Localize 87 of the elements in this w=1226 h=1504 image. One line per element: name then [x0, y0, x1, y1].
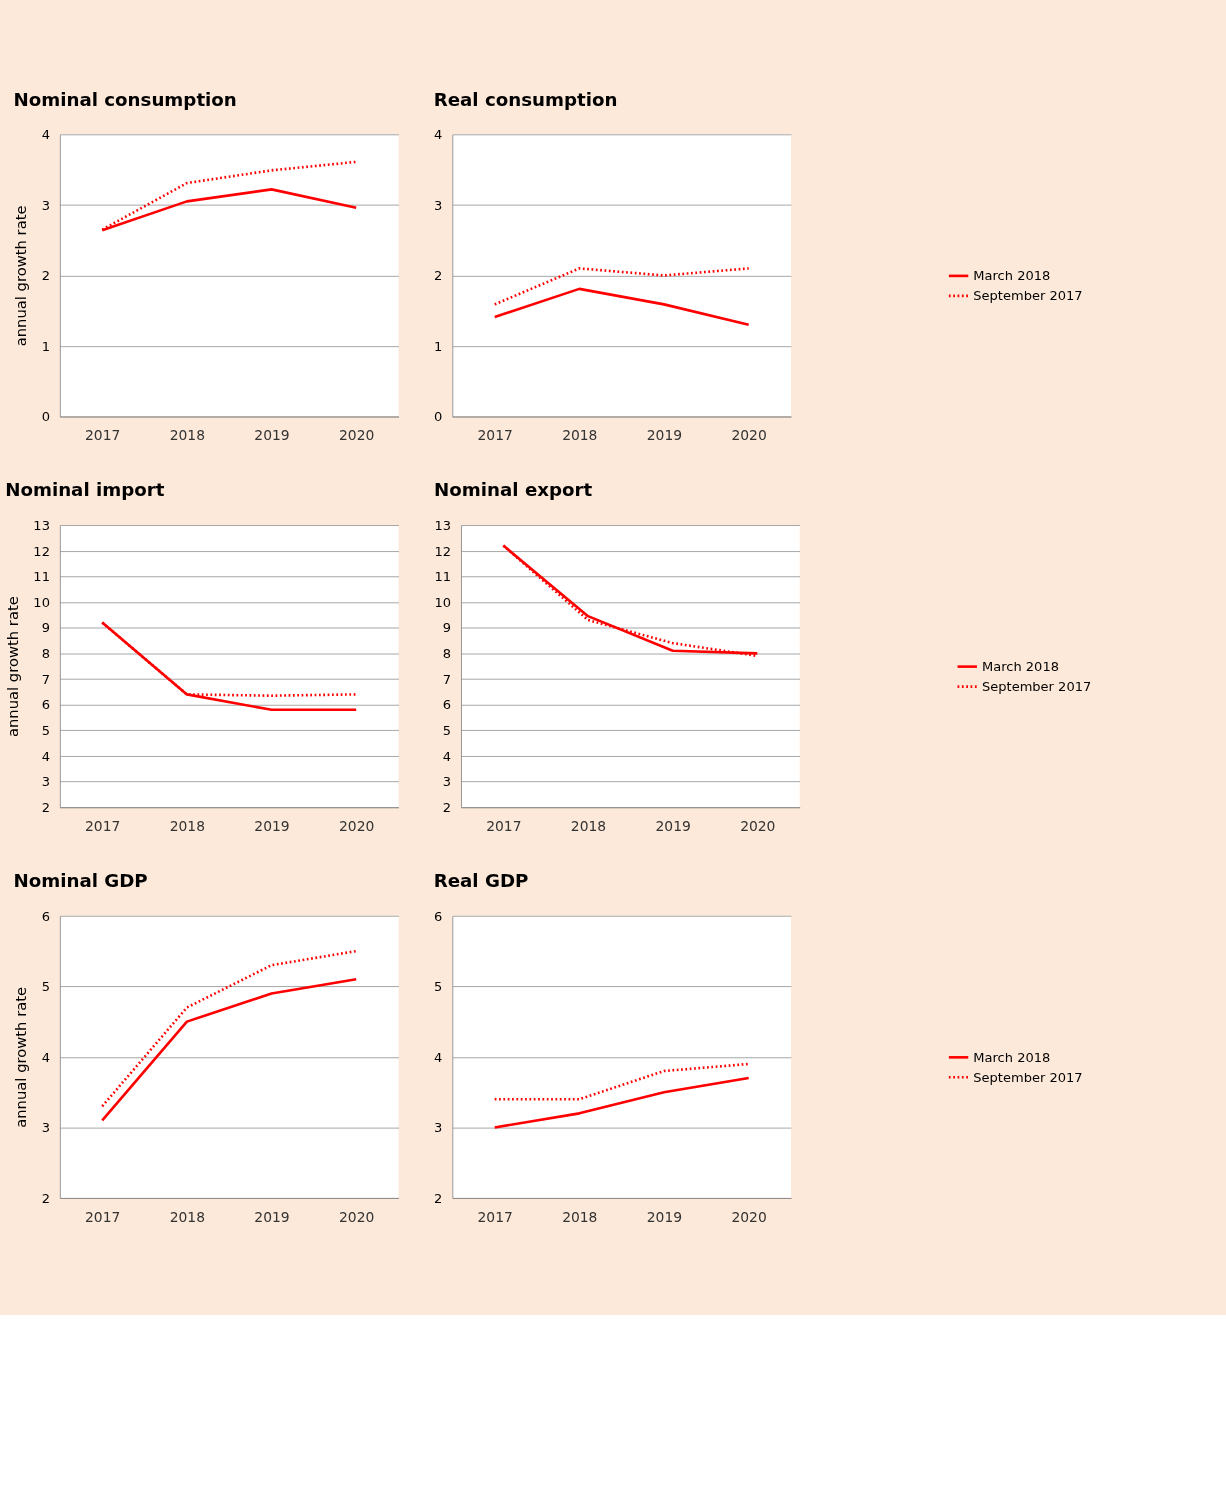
- x-tick-label: 2020: [338, 427, 375, 444]
- y-tick-label: 4: [434, 127, 443, 143]
- y-tick-label: 12: [434, 543, 452, 559]
- x-tick-label: 2017: [85, 1208, 121, 1225]
- x-tick-label: 2017: [85, 427, 121, 444]
- y-tick-label: 0: [41, 409, 50, 425]
- x-tick-label: 2017: [477, 1208, 513, 1225]
- chart-title: Nominal import: [5, 479, 165, 501]
- y-tick-label: 6: [41, 697, 50, 713]
- y-tick-label: 6: [442, 697, 452, 713]
- y-tick-label: 9: [442, 620, 452, 636]
- x-tick-label: 2019: [254, 818, 290, 835]
- line-series: [493, 1076, 750, 1129]
- x-tick-label: 2018: [169, 818, 205, 835]
- x-tick-label: 2019: [646, 427, 683, 444]
- x-tick-label: 2019: [254, 427, 290, 444]
- chart-title: Nominal GDP: [13, 870, 148, 892]
- chart-title: Real consumption: [433, 88, 618, 110]
- y-tick-label: 3: [434, 1120, 443, 1136]
- legend-label: March 2018: [982, 658, 1059, 674]
- y-tick-label: 5: [41, 723, 50, 739]
- y-tick-label: 6: [41, 908, 50, 924]
- y-tick-label: 7: [41, 671, 50, 687]
- x-tick-label: 2018: [562, 427, 598, 444]
- y-tick-label: 5: [41, 979, 50, 995]
- y-tick-label: 5: [442, 723, 452, 739]
- y-axis-title: annual growth rate: [12, 205, 30, 347]
- y-tick-label: 1: [41, 338, 50, 354]
- y-tick-label: 3: [434, 197, 443, 213]
- x-tick-label: 2018: [562, 1208, 598, 1225]
- y-tick-label: 3: [41, 197, 50, 213]
- x-tick-label: 2019: [655, 818, 691, 835]
- legend-label: September 2017: [982, 678, 1092, 694]
- x-tick-label: 2017: [486, 818, 522, 835]
- y-tick-label: 2: [434, 268, 443, 284]
- x-tick-label: 2018: [169, 427, 205, 444]
- y-tick-label: 13: [434, 517, 452, 533]
- legend-label: September 2017: [973, 1069, 1083, 1085]
- y-tick-label: 8: [442, 646, 452, 662]
- y-tick-label: 10: [33, 594, 50, 610]
- x-tick-label: 2017: [477, 427, 513, 444]
- y-tick-label: 10: [434, 594, 452, 610]
- y-tick-label: 0: [434, 409, 443, 425]
- x-tick-label: 2020: [338, 1208, 375, 1225]
- legend-label: September 2017: [973, 288, 1083, 304]
- y-tick-label: 4: [442, 748, 452, 764]
- x-tick-label: 2019: [254, 1208, 290, 1225]
- x-tick-label: 2020: [338, 818, 375, 835]
- y-axis-title: annual growth rate: [12, 986, 30, 1128]
- y-tick-label: 2: [434, 1190, 443, 1206]
- line-series: [100, 978, 358, 1122]
- y-tick-label: 2: [41, 800, 50, 816]
- x-tick-label: 2018: [570, 818, 607, 835]
- legend-label: March 2018: [973, 1049, 1051, 1065]
- y-tick-label: 11: [434, 569, 452, 585]
- y-tick-label: 2: [442, 800, 452, 816]
- x-tick-label: 2017: [85, 818, 121, 835]
- y-tick-label: 3: [41, 1120, 50, 1136]
- y-tick-label: 4: [41, 127, 50, 143]
- y-tick-label: 4: [41, 748, 50, 764]
- y-tick-label: 6: [434, 908, 443, 924]
- line-series: [493, 287, 750, 327]
- legend-label: March 2018: [973, 268, 1051, 284]
- x-tick-label: 2018: [169, 1208, 205, 1225]
- x-tick-label: 2020: [740, 818, 776, 835]
- y-tick-label: 12: [33, 543, 50, 559]
- y-tick-label: 9: [41, 620, 50, 636]
- chart-title: Nominal consumption: [13, 88, 237, 110]
- y-tick-label: 5: [434, 979, 443, 995]
- x-tick-label: 2019: [646, 1208, 683, 1225]
- y-axis-title: annual growth rate: [3, 596, 21, 738]
- y-tick-label: 3: [442, 774, 452, 790]
- y-tick-label: 3: [41, 774, 50, 790]
- y-tick-label: 11: [33, 569, 50, 585]
- y-tick-label: 1: [434, 338, 443, 354]
- y-tick-label: 4: [41, 1049, 50, 1065]
- y-tick-label: 2: [41, 1190, 50, 1206]
- line-series: [100, 949, 358, 1108]
- y-tick-label: 13: [33, 517, 50, 533]
- x-tick-label: 2020: [731, 427, 767, 444]
- y-tick-label: 8: [41, 646, 50, 662]
- x-tick-label: 2020: [731, 1208, 767, 1225]
- chart-title: Nominal export: [434, 479, 593, 501]
- y-tick-label: 7: [442, 671, 452, 687]
- chart-title: Real GDP: [433, 870, 529, 892]
- y-tick-label: 4: [434, 1049, 443, 1065]
- y-tick-label: 2: [41, 268, 50, 284]
